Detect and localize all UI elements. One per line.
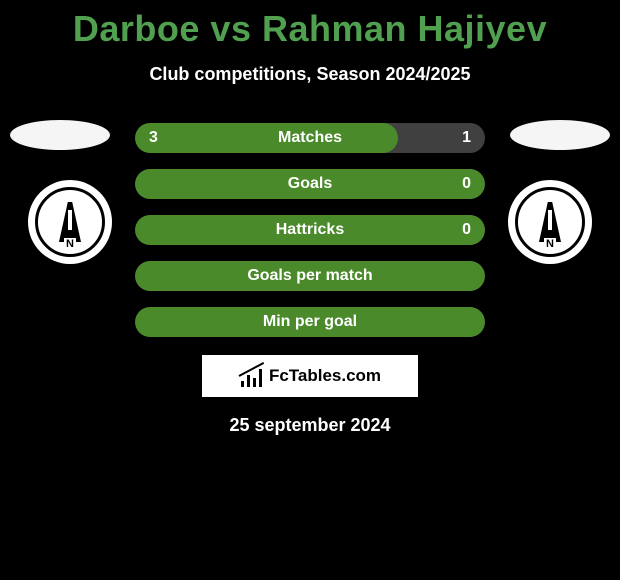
left-player-flag — [10, 120, 110, 150]
fctables-logo-icon — [239, 365, 265, 387]
stat-bar: Matches3 1 — [135, 123, 485, 153]
attribution-text: FcTables.com — [269, 366, 381, 386]
stat-bar-label: Goals — [135, 169, 485, 199]
stat-bar-label: Min per goal — [135, 307, 485, 337]
attribution-badge: FcTables.com — [202, 355, 418, 397]
left-player-club-logo: N — [28, 180, 112, 264]
club-badge-icon: N — [515, 187, 585, 257]
stats-bars: Matches31Goals0Hattricks0Goals per match… — [135, 123, 485, 337]
stat-bar-right-value: 0 — [462, 215, 471, 245]
subtitle: Club competitions, Season 2024/2025 — [0, 64, 620, 85]
stat-bar-left-value: 3 — [149, 123, 158, 153]
date-label: 25 september 2024 — [0, 415, 620, 436]
flag-icon — [510, 120, 610, 150]
stat-bar-right-value: 0 — [462, 169, 471, 199]
stat-bar-right-value: 1 — [462, 123, 471, 153]
stat-bar-label: Goals per match — [135, 261, 485, 291]
stat-bar: Goals0 — [135, 169, 485, 199]
stat-bar: Min per goal — [135, 307, 485, 337]
right-player-club-logo: N — [508, 180, 592, 264]
stat-bar: Hattricks0 — [135, 215, 485, 245]
stat-bar-label: Matches — [135, 123, 485, 153]
page-title: Darboe vs Rahman Hajiyev — [0, 0, 620, 50]
stat-bar-label: Hattricks — [135, 215, 485, 245]
stat-bar: Goals per match — [135, 261, 485, 291]
flag-icon — [10, 120, 110, 150]
club-badge-icon: N — [35, 187, 105, 257]
right-player-flag — [510, 120, 610, 150]
